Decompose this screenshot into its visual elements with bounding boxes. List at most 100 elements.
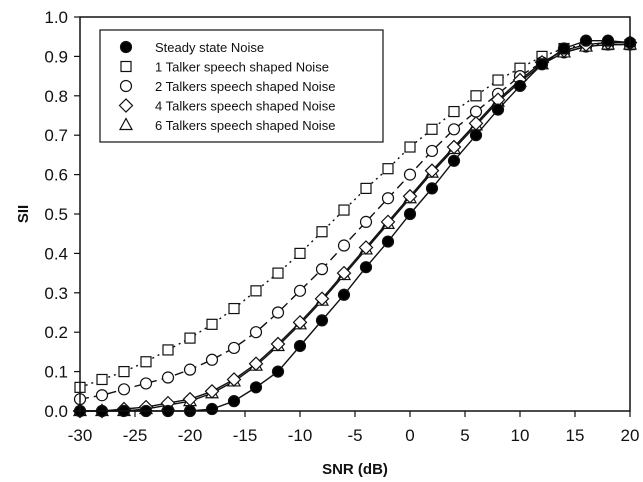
x-tick-label: -25 — [123, 426, 148, 445]
data-point — [360, 182, 372, 194]
data-point — [535, 58, 549, 71]
x-axis-title: SNR (dB) — [322, 461, 388, 478]
data-point — [162, 344, 174, 356]
data-point — [337, 239, 351, 252]
data-point — [118, 366, 130, 378]
y-axis-title: SII — [15, 205, 32, 223]
data-point — [204, 383, 220, 399]
data-point — [271, 306, 285, 319]
data-point — [271, 365, 285, 378]
data-point — [117, 383, 131, 396]
data-point — [491, 103, 505, 116]
data-point — [183, 363, 197, 376]
legend-marker — [118, 117, 134, 131]
data-point — [227, 395, 241, 408]
data-point — [337, 288, 351, 301]
data-point — [336, 265, 352, 281]
data-point — [426, 123, 438, 135]
data-point — [425, 144, 439, 158]
data-point — [381, 235, 395, 248]
data-point — [359, 215, 373, 228]
legend-entry: Steady state Noise — [119, 40, 264, 55]
x-axis-ticks: -30 -25 -20 -15 -10 -5 0 5 10 15 20 — [68, 411, 640, 445]
data-point — [249, 381, 263, 394]
data-point — [446, 139, 462, 155]
data-point — [205, 402, 219, 416]
data-point — [513, 79, 527, 93]
legend-marker — [119, 40, 133, 54]
series-layer — [72, 34, 638, 419]
y-tick-label: 0.2 — [44, 323, 68, 342]
x-tick-label: -15 — [233, 426, 258, 445]
legend-entry: 6 Talkers speech shaped Noise — [118, 117, 335, 133]
y-tick-label: 0.0 — [44, 402, 68, 421]
data-point — [403, 168, 417, 181]
data-point — [228, 302, 240, 315]
data-point — [140, 356, 152, 368]
data-point — [315, 263, 329, 276]
data-point — [404, 141, 416, 153]
y-axis-ticks: 0.0 0.1 0.2 0.3 0.4 0.5 0.6 0.7 0.8 0.9 1.0 — [44, 8, 80, 421]
data-point — [272, 267, 284, 279]
legend-entry: 2 Talkers speech shaped Noise — [119, 79, 335, 94]
y-tick-label: 0.8 — [44, 87, 68, 106]
data-point — [314, 291, 330, 307]
data-point — [96, 373, 108, 386]
data-point — [205, 353, 219, 366]
data-point — [315, 314, 329, 327]
legend-label: 2 Talkers speech shaped Noise — [155, 79, 335, 94]
data-point — [250, 285, 262, 297]
x-tick-label: -30 — [68, 426, 93, 445]
data-point — [293, 284, 307, 297]
y-tick-label: 0.6 — [44, 166, 68, 185]
data-point — [139, 377, 153, 390]
data-point — [448, 105, 460, 118]
data-point — [294, 247, 306, 259]
x-tick-label: 20 — [621, 426, 640, 445]
data-point — [381, 192, 395, 205]
y-tick-label: 0.9 — [44, 47, 68, 66]
y-tick-label: 0.1 — [44, 363, 68, 382]
data-point — [424, 163, 440, 179]
series-line — [79, 43, 630, 389]
data-point — [359, 261, 373, 274]
data-point — [447, 123, 461, 136]
data-point — [95, 389, 109, 402]
data-point — [292, 315, 308, 330]
legend-marker — [118, 98, 134, 113]
legend-marker — [120, 60, 132, 73]
data-point — [382, 163, 394, 175]
legend-label: 4 Talkers speech shaped Noise — [155, 99, 335, 114]
data-point — [248, 356, 264, 372]
data-point — [270, 336, 286, 352]
data-point — [249, 326, 263, 339]
y-tick-label: 1.0 — [44, 8, 68, 27]
data-point — [184, 332, 196, 344]
data-point — [557, 42, 571, 55]
data-point — [601, 34, 615, 47]
x-tick-label: 15 — [566, 426, 585, 445]
data-point — [469, 105, 483, 118]
legend-label: 6 Talkers speech shaped Noise — [155, 118, 335, 133]
data-point — [316, 226, 328, 238]
data-point — [492, 74, 504, 86]
x-tick-label: 0 — [405, 426, 414, 445]
legend-entry: 1 Talker speech shaped Noise — [120, 60, 329, 75]
y-tick-label: 0.7 — [44, 126, 68, 145]
data-point — [402, 188, 418, 204]
data-point — [469, 129, 483, 142]
data-point — [227, 341, 241, 355]
data-point — [293, 339, 307, 353]
legend-entry: 4 Talkers speech shaped Noise — [118, 98, 335, 114]
data-point — [380, 214, 396, 230]
data-point — [403, 207, 417, 221]
data-point — [226, 372, 242, 387]
x-tick-label: 5 — [460, 426, 469, 445]
data-point — [425, 182, 439, 195]
y-tick-label: 0.4 — [44, 244, 68, 263]
y-tick-label: 0.5 — [44, 205, 68, 224]
data-point — [338, 204, 350, 216]
data-point — [161, 371, 175, 384]
